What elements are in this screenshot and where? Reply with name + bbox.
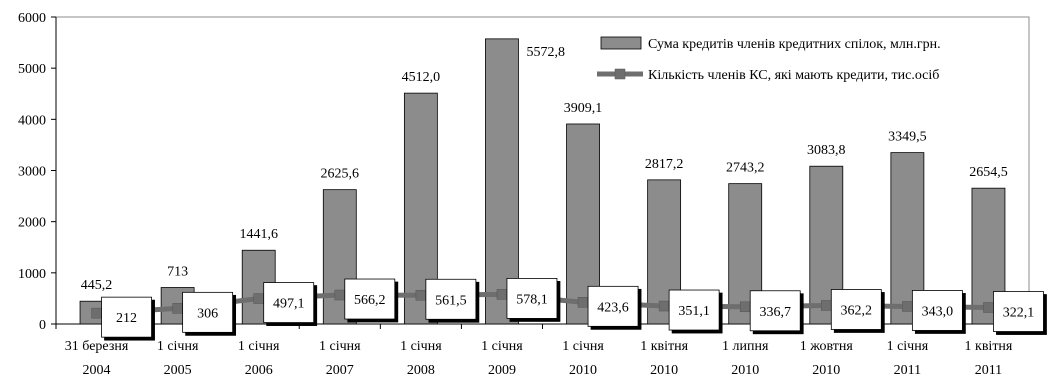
count-label-box [506, 278, 558, 319]
x-category-label: 1 січня [238, 339, 280, 354]
count-marker [253, 293, 264, 304]
count-label-box [993, 291, 1044, 332]
count-marker [172, 303, 183, 314]
bar-value-label: 1441,6 [239, 227, 278, 242]
count-marker [91, 307, 102, 319]
count-label-box [668, 289, 720, 331]
count-label-box [263, 282, 315, 323]
x-category-year: 2010 [569, 363, 597, 378]
legend-swatch-bars [600, 36, 642, 50]
x-category-year: 2005 [164, 363, 192, 378]
count-label-box [344, 278, 396, 320]
bar-value-label: 4512,0 [402, 70, 441, 85]
count-marker [577, 297, 589, 308]
x-category-label: 1 січня [400, 339, 442, 354]
count-marker [415, 290, 427, 301]
count-value-label: 322,1 [1003, 306, 1035, 321]
bar-value-label: 5572,8 [526, 45, 565, 60]
x-category-label: 1 січня [319, 339, 361, 354]
x-category-label: 1 липня [722, 339, 769, 354]
x-category-label: 31 березня [65, 339, 129, 354]
x-category-year: 2011 [975, 363, 1002, 378]
count-value-label: 306 [197, 306, 218, 321]
count-label-box [911, 290, 963, 331]
x-category-label: 1 січня [481, 339, 523, 354]
legend-label-line: Кількість членів КС, які мають кредити, … [648, 68, 939, 83]
y-tick-label: 0 [39, 318, 46, 333]
count-label-box [749, 290, 801, 332]
count-label-box [425, 278, 477, 320]
legend-swatch-marker [614, 68, 626, 80]
y-tick-label: 2000 [18, 216, 46, 231]
bar-value-label: 2625,6 [321, 167, 360, 182]
count-value-label: 362,2 [841, 303, 873, 318]
x-category-label: 1 квітня [965, 339, 1013, 354]
x-category-year: 2006 [245, 363, 273, 378]
legend-label-bars: Сума кредитів членів кредитних спілок, м… [648, 37, 941, 52]
count-value-label: 566,2 [354, 293, 386, 308]
bar-value-label: 2654,5 [969, 165, 1008, 180]
count-marker [658, 300, 670, 312]
x-category-year: 2004 [83, 363, 111, 378]
count-value-label: 343,0 [922, 304, 954, 319]
x-category-label: 1 квітня [640, 339, 688, 354]
x-category-year: 2007 [326, 363, 354, 378]
x-category-year: 2009 [488, 363, 516, 378]
x-category-label: 1 жовтня [800, 339, 854, 354]
x-category-year: 2010 [812, 363, 840, 378]
count-marker [496, 289, 508, 300]
plot-area-frame [55, 16, 1030, 325]
count-value-label: 578,1 [516, 292, 548, 307]
count-marker [821, 300, 832, 311]
y-tick-label: 4000 [18, 113, 46, 128]
count-value-label: 497,1 [273, 297, 305, 312]
x-category-year: 2010 [731, 363, 759, 378]
bar-value-label: 3349,5 [888, 130, 927, 145]
count-label-box [587, 285, 639, 327]
bar-value-label: 3909,1 [564, 101, 603, 116]
x-category-label: 1 січня [887, 339, 929, 354]
x-category-year: 2011 [894, 363, 921, 378]
bar-value-label: 445,2 [81, 278, 113, 293]
count-marker [902, 301, 913, 312]
count-label-box [182, 291, 234, 333]
count-value-label: 336,7 [759, 305, 791, 320]
count-value-label: 561,5 [435, 293, 467, 308]
x-category-year: 2010 [650, 363, 678, 378]
bar-value-label: 713 [167, 265, 188, 280]
y-tick-label: 6000 [18, 11, 46, 26]
count-marker [739, 301, 751, 313]
x-category-year: 2008 [407, 363, 435, 378]
count-value-label: 423,6 [597, 300, 629, 315]
count-label-box [101, 296, 152, 338]
bar-value-label: 2817,2 [645, 157, 684, 172]
x-category-label: 1 січня [562, 339, 604, 354]
bar-value-label: 3083,8 [807, 143, 846, 158]
count-label-box [830, 289, 882, 330]
count-value-label: 212 [116, 311, 137, 326]
y-tick-label: 3000 [18, 165, 46, 180]
y-tick-label: 1000 [18, 267, 46, 282]
count-marker [983, 302, 994, 313]
count-marker [334, 289, 346, 301]
bar [485, 38, 519, 325]
bar-value-label: 2743,2 [726, 161, 765, 176]
y-tick-label: 5000 [18, 62, 46, 77]
x-category-label: 1 січня [157, 339, 199, 354]
count-value-label: 351,1 [678, 304, 710, 319]
